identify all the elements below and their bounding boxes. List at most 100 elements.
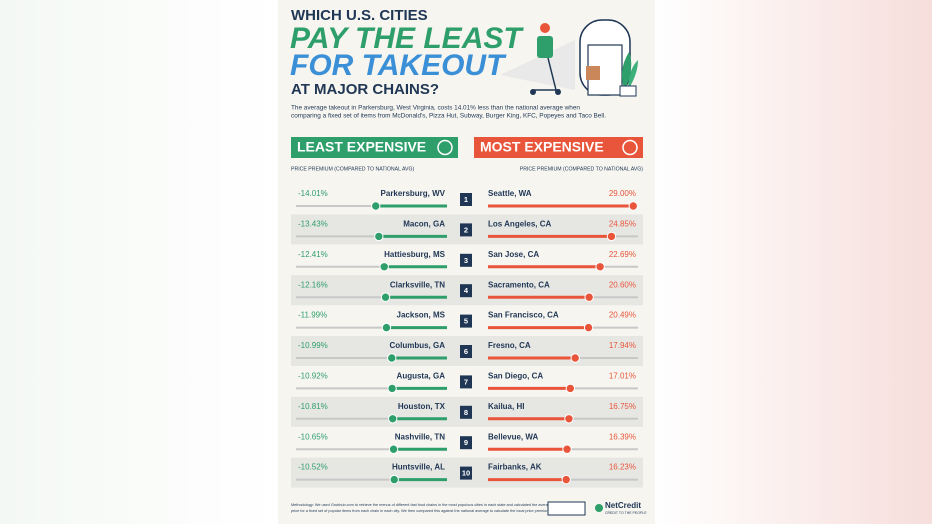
city: Bellevue, WA bbox=[488, 432, 538, 441]
intro: The average takeout in Parkersburg, West… bbox=[291, 105, 580, 112]
rank: 1 bbox=[464, 195, 468, 204]
value-label: -14.01% bbox=[298, 189, 328, 198]
city: Huntsville, AL bbox=[392, 463, 445, 472]
city: San Jose, CA bbox=[488, 250, 539, 259]
rank-box bbox=[460, 314, 472, 328]
rank: 8 bbox=[464, 408, 468, 417]
marker bbox=[389, 474, 399, 485]
marker bbox=[387, 383, 397, 394]
marker bbox=[387, 353, 397, 363]
value-label: -13.43% bbox=[298, 220, 328, 229]
methodology: price for a fixed set of popular items f… bbox=[291, 509, 550, 513]
marker bbox=[606, 231, 617, 242]
value-label: -12.41% bbox=[298, 250, 328, 259]
tables: LEAST EXPENSIVE PRICE PREMIUM (COMPARED T… bbox=[291, 137, 643, 488]
city: Jackson, MS bbox=[397, 311, 446, 320]
rank-box bbox=[460, 223, 472, 237]
brand: NetCredit bbox=[605, 501, 641, 510]
city: Fresno, CA bbox=[488, 341, 531, 350]
rank-box bbox=[460, 375, 472, 389]
city: Los Angeles, CA bbox=[488, 220, 551, 229]
title: PAY THE LEAST bbox=[290, 22, 524, 55]
rank: 2 bbox=[464, 225, 468, 234]
background-left bbox=[0, 0, 280, 524]
rank: 9 bbox=[464, 438, 468, 447]
rank: 3 bbox=[464, 256, 468, 265]
marker bbox=[628, 201, 638, 211]
column-caption: PRICE PREMIUM (COMPARED TO NATIONAL AVG) bbox=[291, 166, 415, 172]
value-label: 22.69% bbox=[609, 250, 636, 259]
section-icon bbox=[437, 139, 453, 156]
marker bbox=[583, 322, 594, 333]
rank: 7 bbox=[464, 377, 468, 386]
marker bbox=[371, 201, 381, 211]
background-right bbox=[652, 0, 932, 524]
value-label: -10.52% bbox=[298, 463, 328, 472]
rank-box bbox=[460, 405, 472, 419]
section-header bbox=[291, 137, 458, 158]
value-label: -10.99% bbox=[298, 341, 328, 350]
tagline: CREDIT TO THE PEOPLE bbox=[605, 511, 647, 515]
subtitle: AT MAJOR CHAINS? bbox=[291, 81, 439, 98]
city: Nashville, TN bbox=[395, 432, 445, 441]
value-label: 17.94% bbox=[609, 341, 636, 350]
value-label: 24.85% bbox=[609, 220, 636, 229]
value-label: 20.49% bbox=[609, 311, 636, 320]
section-icon bbox=[622, 139, 638, 156]
city: Seattle, WA bbox=[488, 189, 532, 198]
marker bbox=[564, 414, 574, 424]
marker bbox=[565, 383, 576, 394]
city: Columbus, GA bbox=[389, 341, 445, 350]
brand-logo bbox=[595, 504, 603, 512]
value-label: 16.75% bbox=[609, 402, 636, 411]
rank-box bbox=[460, 284, 472, 298]
value-label: 29.00% bbox=[609, 189, 636, 198]
city: Sacramento, CA bbox=[488, 280, 550, 289]
marker bbox=[388, 414, 398, 424]
value-label: -10.65% bbox=[298, 432, 328, 441]
intro: comparing a fixed set of items from McDo… bbox=[291, 113, 606, 120]
marker bbox=[374, 231, 384, 242]
value-label: 20.60% bbox=[609, 280, 636, 289]
marker bbox=[584, 292, 594, 302]
city: Clarksville, TN bbox=[390, 280, 445, 289]
value-label: -10.81% bbox=[298, 402, 328, 411]
city: Macon, GA bbox=[403, 220, 445, 229]
rank: 10 bbox=[462, 469, 470, 478]
city: Fairbanks, AK bbox=[488, 463, 542, 472]
section-title: MOST EXPENSIVE bbox=[480, 139, 604, 155]
section-title: LEAST EXPENSIVE bbox=[297, 139, 426, 155]
rank: 6 bbox=[464, 347, 468, 356]
marker bbox=[388, 444, 399, 454]
value-label: 16.23% bbox=[609, 463, 636, 472]
city: Kailua, HI bbox=[488, 402, 524, 411]
illustration bbox=[500, 19, 638, 97]
value-label: -10.92% bbox=[298, 372, 328, 381]
rank-box bbox=[460, 436, 472, 450]
marker bbox=[380, 292, 391, 302]
marker bbox=[561, 474, 571, 485]
value-label: -12.16% bbox=[298, 280, 328, 289]
city: San Francisco, CA bbox=[488, 311, 559, 320]
marker bbox=[562, 444, 572, 454]
city: Hattiesburg, MS bbox=[384, 250, 446, 259]
rank-box bbox=[460, 466, 472, 480]
value-label: -11.99% bbox=[298, 311, 327, 320]
rank-box bbox=[460, 193, 472, 206]
rank: 5 bbox=[464, 317, 468, 326]
methodology: Methodology: We used Grubhub.com to retr… bbox=[291, 503, 552, 507]
value-label: 16.39% bbox=[609, 432, 636, 441]
rank-box bbox=[460, 253, 472, 267]
city: San Diego, CA bbox=[488, 372, 543, 381]
city: Parkersburg, WV bbox=[381, 189, 446, 198]
license-badge bbox=[547, 501, 586, 516]
rank-box bbox=[460, 345, 472, 358]
marker bbox=[570, 353, 580, 363]
marker bbox=[379, 262, 389, 272]
rank: 4 bbox=[464, 286, 469, 295]
marker bbox=[381, 322, 392, 333]
marker bbox=[595, 262, 605, 272]
section-header bbox=[474, 137, 643, 158]
value-label: 17.01% bbox=[609, 372, 636, 381]
